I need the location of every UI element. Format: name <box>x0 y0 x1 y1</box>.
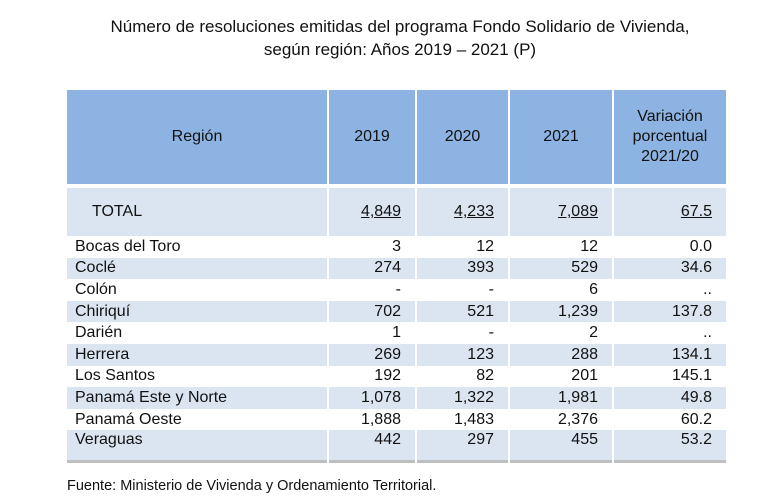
cell-2021: 2,376 <box>557 410 598 428</box>
table-row: Herrera 269 123 288 134.1 <box>67 343 726 366</box>
table-row: Colón - - 6.. <box>67 279 726 301</box>
cell-2021: 7,089 <box>510 188 612 236</box>
total-row: TOTAL 4,849 4,233 7,089 67.5 <box>67 188 726 236</box>
cell-region: Colón <box>75 280 117 298</box>
cell-2019: 269 <box>329 343 415 366</box>
cell-variation: 67.5 <box>614 188 726 236</box>
header-row: Región 2019 2020 2021 Variación porcentu… <box>67 90 726 188</box>
header-variation: Variación porcentual 2021/20 <box>614 90 726 188</box>
cell-2021: 288 <box>510 343 612 366</box>
table-row: Bocas del Toro 3 12 12 0.0 <box>67 236 726 258</box>
cell-2020: 521 <box>417 300 508 323</box>
cell-2020: 4,233 <box>417 188 508 236</box>
cell-2020: 12 <box>476 237 494 255</box>
cell-variation: 34.6 <box>614 257 726 280</box>
table-row: Panamá Oeste 1,888 1,483 2,376 60.2 <box>67 409 726 431</box>
cell-variation: 49.8 <box>614 387 726 409</box>
cell-region: Bocas del Toro <box>75 237 181 255</box>
cell-2019: 1,888 <box>360 410 401 428</box>
cell-2020: 82 <box>476 367 494 385</box>
cell-2019: 274 <box>329 257 415 280</box>
table-row: Coclé 274 393 529 34.6 <box>67 257 726 280</box>
data-table: Región 2019 2020 2021 Variación porcentu… <box>65 90 728 464</box>
cell-2021: 1,239 <box>510 300 612 323</box>
cell-2020: 297 <box>417 430 508 464</box>
cell-region: Panamá Oeste <box>75 410 182 428</box>
cell-2021: 12 <box>580 237 598 255</box>
cell-variation: 0.0 <box>689 237 712 255</box>
table-row: Chiriquí 702 521 1,239 137.8 <box>67 300 726 323</box>
table-row: Los Santos 192 82 201 145.1 <box>67 366 726 388</box>
cell-variation: 145.1 <box>671 367 712 385</box>
cell-2020: - <box>488 280 494 298</box>
cell-2020: 123 <box>417 343 508 366</box>
header-2021: 2021 <box>510 90 612 188</box>
cell-variation: .. <box>703 280 712 298</box>
header-region: Región <box>67 90 327 188</box>
cell-region: Darién <box>75 324 123 342</box>
source-note: Fuente: Ministerio de Vivienda y Ordenam… <box>67 478 437 494</box>
cell-2021: 455 <box>510 430 612 464</box>
cell-2020: 1,322 <box>417 387 508 409</box>
title-line-2: según región: Años 2019 – 2021 (P) <box>263 40 537 59</box>
cell-variation: 137.8 <box>614 300 726 323</box>
cell-variation: .. <box>703 324 712 342</box>
header-2019: 2019 <box>329 90 415 188</box>
cell-variation: 60.2 <box>680 410 712 428</box>
cell-2020: 1,483 <box>453 410 494 428</box>
cell-2019: - <box>395 280 401 298</box>
table-row: Veraguas 442 297 455 53.2 <box>67 430 726 464</box>
cell-2021: 2 <box>589 324 598 342</box>
cell-2019: 442 <box>329 430 415 464</box>
cell-variation: 134.1 <box>614 343 726 366</box>
cell-2019: 4,849 <box>329 188 415 236</box>
cell-region: Panamá Este y Norte <box>67 387 327 409</box>
header-2020: 2020 <box>417 90 508 188</box>
cell-2021: 529 <box>510 257 612 280</box>
table-row: Panamá Este y Norte 1,078 1,322 1,981 49.8 <box>67 387 726 409</box>
cell-2019: 1 <box>392 324 401 342</box>
table-row: Darién 1 - 2.. <box>67 322 726 344</box>
cell-region: TOTAL <box>67 188 327 236</box>
cell-2021: 1,981 <box>510 387 612 409</box>
cell-2019: 1,078 <box>329 387 415 409</box>
title-line-1: Número de resoluciones emitidas del prog… <box>110 17 690 36</box>
cell-2019: 3 <box>392 237 401 255</box>
cell-2021: 201 <box>571 367 598 385</box>
cell-region: Los Santos <box>75 367 156 385</box>
cell-region: Veraguas <box>67 430 327 464</box>
table-title: Número de resoluciones emitidas del prog… <box>0 15 780 61</box>
cell-2020: - <box>488 324 494 342</box>
cell-2020: 393 <box>417 257 508 280</box>
cell-region: Chiriquí <box>67 300 327 323</box>
cell-region: Coclé <box>67 257 327 280</box>
cell-variation: 53.2 <box>614 430 726 464</box>
cell-region: Herrera <box>67 343 327 366</box>
cell-2021: 6 <box>589 280 598 298</box>
cell-2019: 702 <box>329 300 415 323</box>
cell-2019: 192 <box>374 367 401 385</box>
